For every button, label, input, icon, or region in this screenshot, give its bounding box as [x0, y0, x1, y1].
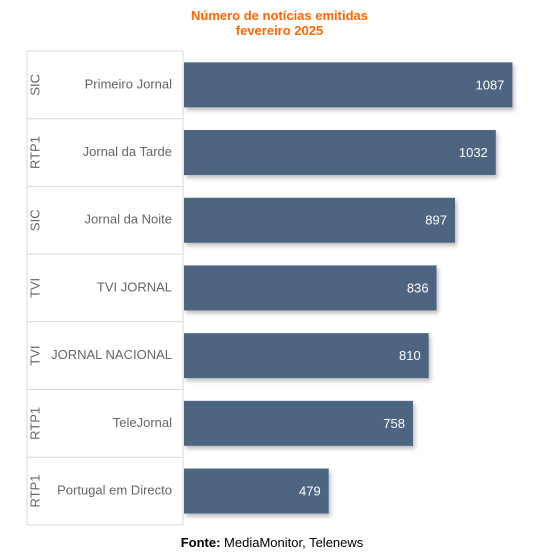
value-label: 1032 [459, 145, 488, 160]
bar [184, 468, 329, 514]
program-label: Portugal em Directo [57, 482, 172, 497]
value-label: 758 [383, 416, 405, 431]
channel-label: TVI [27, 346, 42, 366]
value-label: 479 [299, 483, 321, 498]
source-label: Fonte: [180, 535, 221, 550]
source-text: MediaMonitor, Telenews [224, 535, 364, 550]
program-label: TVI JORNAL [97, 279, 172, 294]
value-label: 1087 [475, 77, 504, 92]
bar [184, 400, 414, 446]
bar [184, 130, 496, 176]
program-label: Jornal da Noite [85, 212, 172, 227]
bar [184, 333, 429, 379]
value-label: 897 [425, 213, 447, 228]
bar [184, 265, 437, 311]
channel-label: SIC [27, 74, 42, 96]
bar [184, 62, 513, 108]
program-label: Primeiro Jornal [85, 76, 173, 91]
value-label: 810 [399, 348, 421, 363]
channel-label: SIC [27, 209, 42, 231]
channel-label: RTP1 [27, 475, 42, 508]
chart-title: Número de notícias emitidas fevereiro 20… [0, 8, 559, 38]
channel-label: RTP1 [27, 407, 42, 440]
chart-title-line2: fevereiro 2025 [235, 23, 324, 38]
program-label: Jornal da Tarde [83, 144, 172, 159]
program-label: TeleJornal [113, 415, 172, 430]
source-note: Fonte: MediaMonitor, Telenews [0, 535, 544, 550]
bar [184, 197, 456, 243]
program-label: JORNAL NACIONAL [51, 347, 172, 362]
channel-label: TVI [27, 278, 42, 298]
value-label: 836 [407, 280, 429, 295]
chart-title-line1: Número de notícias emitidas [191, 8, 368, 23]
channel-label: RTP1 [27, 136, 42, 169]
